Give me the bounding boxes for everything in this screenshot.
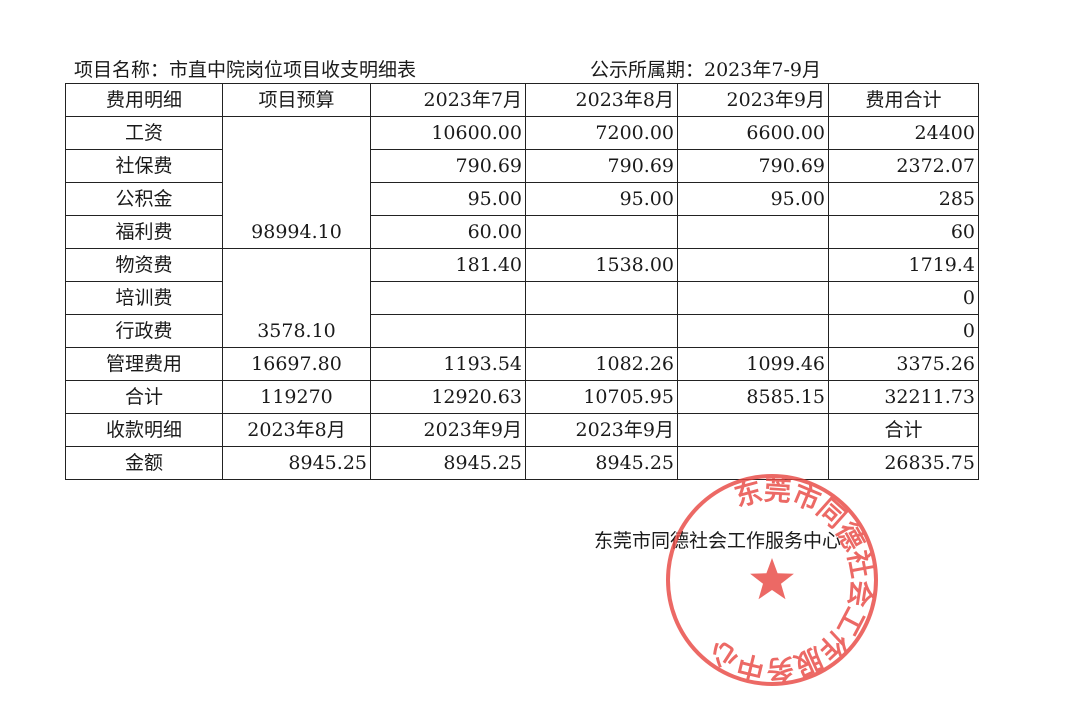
receipts-month: 2023年9月 xyxy=(370,413,526,447)
value-cell: 1082.26 xyxy=(525,347,678,381)
item-cell: 工资 xyxy=(65,116,223,150)
item-cell: 福利费 xyxy=(65,215,223,249)
value-cell: 790.69 xyxy=(370,149,526,183)
seal-text: 东莞市同德社会工作服务中心 xyxy=(704,475,877,685)
value-cell xyxy=(525,314,678,348)
value-cell: 95.00 xyxy=(677,182,829,216)
item-cell: 公积金 xyxy=(65,182,223,216)
table-row: 社保费 790.69 790.69 790.69 2372.07 xyxy=(65,149,979,183)
budget-cell: 3578.10 xyxy=(222,248,371,348)
value-cell: 12920.63 xyxy=(370,380,526,414)
value-cell: 10600.00 xyxy=(370,116,526,150)
value-cell: 95.00 xyxy=(525,182,678,216)
value-cell xyxy=(677,281,829,315)
receipts-amount-row: 金额 8945.25 8945.25 8945.25 26835.75 xyxy=(65,446,979,480)
item-cell: 培训费 xyxy=(65,281,223,315)
total-cell: 0 xyxy=(828,314,979,348)
value-cell: 95.00 xyxy=(370,182,526,216)
total-cell: 32211.73 xyxy=(828,380,979,414)
value-cell: 1538.00 xyxy=(525,248,678,282)
table-row: 培训费 0 xyxy=(65,281,979,315)
table-row: 工资 98994.10 10600.00 7200.00 6600.00 244… xyxy=(65,116,979,249)
table-row-total: 合计 119270 12920.63 10705.95 8585.15 3221… xyxy=(65,380,979,414)
budget-cell: 16697.80 xyxy=(222,347,371,381)
project-name: 项目名称：市直中院岗位项目收支明细表 xyxy=(74,59,417,81)
total-cell: 0 xyxy=(828,281,979,315)
total-cell: 60 xyxy=(828,215,979,249)
receipts-header-row: 收款明细 2023年8月 2023年9月 2023年9月 合计 xyxy=(65,413,979,447)
value-cell: 10705.95 xyxy=(525,380,678,414)
receipts-label: 收款明细 xyxy=(65,413,223,447)
amount-label: 金额 xyxy=(65,446,223,480)
budget-cell: 98994.10 xyxy=(222,116,371,249)
value-cell xyxy=(677,248,829,282)
item-cell: 管理费用 xyxy=(65,347,223,381)
total-cell: 285 xyxy=(828,182,979,216)
value-cell xyxy=(370,281,526,315)
budget-cell: 119270 xyxy=(222,380,371,414)
value-cell: 60.00 xyxy=(370,215,526,249)
column-header: 费用明细 xyxy=(65,83,223,117)
value-cell: 7200.00 xyxy=(525,116,678,150)
table-row: 物资费 3578.10 181.40 1538.00 1719.4 xyxy=(65,248,979,348)
period: 公示所属期：2023年7-9月 xyxy=(590,59,821,81)
column-header: 2023年7月 xyxy=(370,83,526,117)
value-cell: 790.69 xyxy=(677,149,829,183)
column-header: 费用合计 xyxy=(828,83,979,117)
table-row: 福利费 60.00 60 xyxy=(65,215,979,249)
amount-cell: 8945.25 xyxy=(525,446,678,480)
table-row: 公积金 95.00 95.00 95.00 285 xyxy=(65,182,979,216)
table-row: 行政费 0 xyxy=(65,314,979,348)
value-cell xyxy=(677,314,829,348)
star-icon xyxy=(750,558,794,600)
receipts-month: 2023年8月 xyxy=(222,413,371,447)
amount-total-cell: 26835.75 xyxy=(828,446,979,480)
total-cell: 3375.26 xyxy=(828,347,979,381)
value-cell: 8585.15 xyxy=(677,380,829,414)
table-row: 管理费用 16697.80 1193.54 1082.26 1099.46 33… xyxy=(65,347,979,381)
value-cell xyxy=(525,281,678,315)
receipts-month xyxy=(677,413,829,447)
seal-ring xyxy=(666,474,878,686)
value-cell: 181.40 xyxy=(370,248,526,282)
column-header: 项目预算 xyxy=(222,83,371,117)
value-cell: 1099.46 xyxy=(677,347,829,381)
amount-cell: 8945.25 xyxy=(222,446,371,480)
item-cell: 物资费 xyxy=(65,248,223,282)
expense-table: 费用明细 项目预算 2023年7月 2023年8月 2023年9月 费用合计 工… xyxy=(65,83,979,480)
item-cell: 社保费 xyxy=(65,149,223,183)
total-cell: 2372.07 xyxy=(828,149,979,183)
value-cell: 790.69 xyxy=(525,149,678,183)
value-cell xyxy=(525,215,678,249)
value-cell xyxy=(370,314,526,348)
total-cell: 1719.4 xyxy=(828,248,979,282)
official-seal: 东莞市同德社会工作服务中心 xyxy=(666,474,878,686)
amount-cell: 8945.25 xyxy=(370,446,526,480)
value-cell: 6600.00 xyxy=(677,116,829,150)
item-cell: 合计 xyxy=(65,380,223,414)
total-cell: 24400 xyxy=(828,116,979,150)
item-cell: 行政费 xyxy=(65,314,223,348)
receipts-total-label: 合计 xyxy=(828,413,979,447)
signer-organization: 东莞市同德社会工作服务中心 xyxy=(594,530,842,552)
value-cell: 1193.54 xyxy=(370,347,526,381)
receipts-month: 2023年9月 xyxy=(525,413,678,447)
value-cell xyxy=(677,215,829,249)
table-header-row: 费用明细 项目预算 2023年7月 2023年8月 2023年9月 费用合计 xyxy=(65,83,979,117)
column-header: 2023年8月 xyxy=(525,83,678,117)
column-header: 2023年9月 xyxy=(677,83,829,117)
